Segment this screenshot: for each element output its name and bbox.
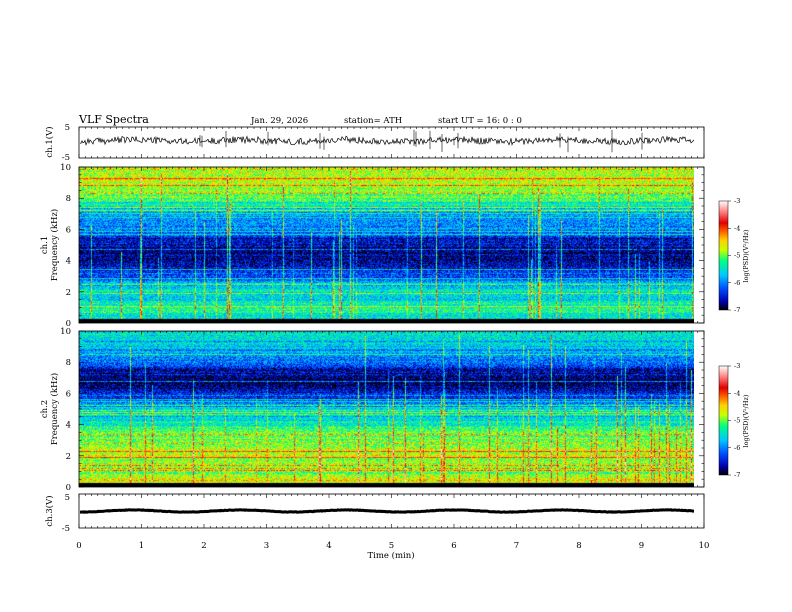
ch1-ytick-bottom: -5	[62, 153, 70, 163]
y-tick-label: 2	[66, 452, 71, 462]
ch3-waveform-ylabel: ch.3(V)	[44, 495, 55, 526]
y-tick-label: 2	[66, 288, 71, 298]
time-axis-label: Time (min)	[367, 550, 414, 561]
x-tick-label: 9	[639, 541, 644, 551]
ch1-colorbar-label: log(PSD)(V²/Hz)	[742, 229, 750, 282]
x-tick-label: 6	[451, 541, 456, 551]
ch1-spectrogram-image	[79, 167, 694, 323]
colorbar-tick-label: -5	[734, 252, 740, 260]
x-tick-label: 7	[514, 541, 519, 551]
x-tick-label: 10	[699, 541, 710, 551]
y-tick-label: 8	[66, 358, 71, 368]
ch1-colorbar-ticks: -3 -4 -5 -6 -7	[728, 197, 740, 314]
time-axis-ticks: 0 1 2 3 4 5 6 7 8 9 10	[76, 127, 709, 551]
station-label: station= ATH	[344, 116, 402, 126]
ch1-waveform-ylabel: ch.1(V)	[44, 126, 55, 157]
y-tick-label: 8	[66, 194, 71, 204]
ch2-colorbar-label: log(PSD)(V²/Hz)	[742, 394, 750, 447]
x-tick-label: 1	[139, 541, 144, 551]
ch2-channel-label: ch.2	[40, 400, 50, 418]
y-tick-label: 6	[66, 389, 71, 399]
ch2-colorbar: -3 -4 -5 -6 -7 log(PSD)(V²/Hz)	[718, 362, 750, 479]
ch2-colorbar-ticks: -3 -4 -5 -6 -7	[728, 362, 740, 479]
y-tick-label: 6	[66, 225, 71, 235]
colorbar-tick-label: -3	[734, 362, 740, 370]
ch1-waveform-panel: 5 -5 ch.1(V)	[44, 123, 705, 163]
colorbar-tick-label: -7	[734, 471, 740, 479]
ch3-waveform-trace	[80, 508, 695, 514]
ch1-colorbar-ramp	[718, 200, 729, 311]
y-tick-label: 4	[66, 257, 71, 267]
ch2-spectrogram-yticks: 0 2 4 6 8 10	[60, 327, 704, 493]
ch1-spectrogram-yticks: 0 2 4 6 8 10	[60, 163, 704, 329]
colorbar-tick-label: -3	[734, 197, 740, 205]
ch3-ytick-bottom: -5	[62, 524, 70, 534]
x-tick-label: 4	[326, 541, 331, 551]
ch3-waveform-panel: 5 -5 ch.3(V)	[44, 493, 705, 534]
x-tick-label: 0	[76, 541, 81, 551]
ch1-waveform-spikes	[199, 129, 643, 153]
ch2-spectrogram-panel: 0 2 4 6 8 10 ch.2 Frequency (kHz)	[40, 327, 705, 493]
ch1-frequency-label: Frequency (kHz)	[49, 209, 60, 281]
ch1-spectrogram-panel: 0 2 4 6 8 10 ch.1 Frequency (kHz)	[40, 163, 705, 329]
x-tick-label: 8	[576, 541, 581, 551]
colorbar-tick-label: -7	[734, 306, 740, 314]
colorbar-tick-label: -4	[734, 389, 740, 397]
colorbar-tick-label: -5	[734, 417, 740, 425]
x-tick-label: 3	[264, 541, 269, 551]
ch1-colorbar: -3 -4 -5 -6 -7 log(PSD)(V²/Hz)	[718, 197, 750, 314]
ch3-ytick-top: 5	[65, 493, 70, 503]
colorbar-tick-label: -6	[734, 279, 740, 287]
figure-title: VLF Spectra	[78, 113, 149, 126]
ch2-colorbar-ramp	[718, 365, 729, 476]
y-tick-label: 4	[66, 421, 71, 431]
colorbar-tick-label: -4	[734, 224, 740, 232]
date-label: Jan. 29, 2026	[250, 116, 308, 126]
y-tick-label: 0	[66, 483, 71, 493]
ch2-spectrogram-image	[79, 331, 694, 487]
y-tick-label: 10	[60, 163, 71, 173]
y-tick-label: 0	[66, 319, 71, 329]
y-tick-label: 10	[60, 327, 71, 337]
ch1-channel-label: ch.1	[40, 236, 50, 254]
ch1-waveform-trace	[79, 135, 695, 147]
ch2-frequency-label: Frequency (kHz)	[49, 373, 60, 445]
x-tick-label: 2	[201, 541, 206, 551]
ch1-ytick-top: 5	[65, 123, 70, 133]
start-time-label: start UT = 16: 0 : 0	[438, 116, 522, 126]
x-tick-label: 5	[389, 541, 394, 551]
colorbar-tick-label: -6	[734, 444, 740, 452]
header: VLF Spectra Jan. 29, 2026 station= ATH s…	[78, 113, 522, 126]
